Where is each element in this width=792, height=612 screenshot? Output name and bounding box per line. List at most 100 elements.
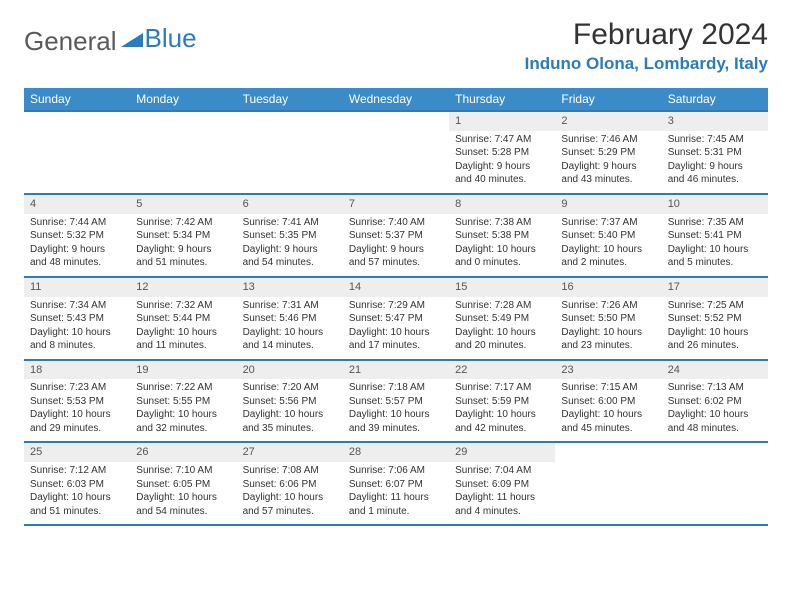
- day-number: 20: [237, 361, 343, 380]
- day-line: and 1 minute.: [349, 505, 443, 519]
- day-content: Sunrise: 7:13 AMSunset: 6:02 PMDaylight:…: [662, 379, 768, 441]
- day-line: Sunrise: 7:44 AM: [30, 216, 124, 230]
- weekday-header: Saturday: [662, 88, 768, 110]
- day-line: Sunrise: 7:37 AM: [561, 216, 655, 230]
- day-line: Sunset: 5:43 PM: [30, 312, 124, 326]
- week-row: 25Sunrise: 7:12 AMSunset: 6:03 PMDayligh…: [24, 443, 768, 526]
- day-line: Daylight: 10 hours: [349, 408, 443, 422]
- day-line: Daylight: 10 hours: [349, 326, 443, 340]
- day-cell: 8Sunrise: 7:38 AMSunset: 5:38 PMDaylight…: [449, 195, 555, 276]
- day-line: Daylight: 10 hours: [455, 408, 549, 422]
- logo-text-general: General: [24, 26, 117, 57]
- day-line: Daylight: 9 hours: [455, 160, 549, 174]
- day-line: Sunrise: 7:17 AM: [455, 381, 549, 395]
- day-cell: 12Sunrise: 7:32 AMSunset: 5:44 PMDayligh…: [130, 278, 236, 359]
- day-line: Daylight: 9 hours: [349, 243, 443, 257]
- day-number: 6: [237, 195, 343, 214]
- day-number: 22: [449, 361, 555, 380]
- day-line: and 17 minutes.: [349, 339, 443, 353]
- day-number: 16: [555, 278, 661, 297]
- day-line: Daylight: 9 hours: [243, 243, 337, 257]
- logo-triangle-icon: [121, 31, 143, 52]
- day-line: Sunrise: 7:47 AM: [455, 133, 549, 147]
- day-line: and 39 minutes.: [349, 422, 443, 436]
- day-content: Sunrise: 7:35 AMSunset: 5:41 PMDaylight:…: [662, 214, 768, 276]
- day-line: Sunset: 6:02 PM: [668, 395, 762, 409]
- weekday-header-row: SundayMondayTuesdayWednesdayThursdayFrid…: [24, 88, 768, 112]
- day-number: 5: [130, 195, 236, 214]
- day-content: Sunrise: 7:46 AMSunset: 5:29 PMDaylight:…: [555, 131, 661, 193]
- month-title: February 2024: [525, 18, 768, 52]
- day-line: and 29 minutes.: [30, 422, 124, 436]
- day-line: Sunset: 5:37 PM: [349, 229, 443, 243]
- week-row: 11Sunrise: 7:34 AMSunset: 5:43 PMDayligh…: [24, 278, 768, 361]
- day-line: Sunset: 5:35 PM: [243, 229, 337, 243]
- day-line: Sunset: 5:47 PM: [349, 312, 443, 326]
- day-number: 21: [343, 361, 449, 380]
- empty-day: [555, 443, 661, 524]
- day-line: and 35 minutes.: [243, 422, 337, 436]
- day-line: Sunset: 6:00 PM: [561, 395, 655, 409]
- day-line: and 57 minutes.: [243, 505, 337, 519]
- day-line: Daylight: 10 hours: [30, 326, 124, 340]
- empty-day: [237, 112, 343, 193]
- day-line: Sunset: 5:34 PM: [136, 229, 230, 243]
- day-content: Sunrise: 7:22 AMSunset: 5:55 PMDaylight:…: [130, 379, 236, 441]
- day-number: 12: [130, 278, 236, 297]
- day-line: Sunrise: 7:20 AM: [243, 381, 337, 395]
- day-line: Sunrise: 7:29 AM: [349, 299, 443, 313]
- day-line: Daylight: 10 hours: [243, 408, 337, 422]
- weekday-header: Thursday: [449, 88, 555, 110]
- day-line: Sunset: 5:38 PM: [455, 229, 549, 243]
- day-line: Sunset: 6:06 PM: [243, 478, 337, 492]
- day-line: Daylight: 10 hours: [30, 408, 124, 422]
- day-content: Sunrise: 7:34 AMSunset: 5:43 PMDaylight:…: [24, 297, 130, 359]
- day-line: and 4 minutes.: [455, 505, 549, 519]
- day-line: Sunrise: 7:10 AM: [136, 464, 230, 478]
- day-line: Daylight: 10 hours: [30, 491, 124, 505]
- day-line: Sunrise: 7:40 AM: [349, 216, 443, 230]
- day-cell: 19Sunrise: 7:22 AMSunset: 5:55 PMDayligh…: [130, 361, 236, 442]
- day-line: Daylight: 10 hours: [561, 243, 655, 257]
- day-line: Sunrise: 7:32 AM: [136, 299, 230, 313]
- day-content: Sunrise: 7:23 AMSunset: 5:53 PMDaylight:…: [24, 379, 130, 441]
- day-cell: 20Sunrise: 7:20 AMSunset: 5:56 PMDayligh…: [237, 361, 343, 442]
- day-line: and 54 minutes.: [243, 256, 337, 270]
- weekday-header: Wednesday: [343, 88, 449, 110]
- day-line: Sunset: 5:56 PM: [243, 395, 337, 409]
- day-content: Sunrise: 7:42 AMSunset: 5:34 PMDaylight:…: [130, 214, 236, 276]
- day-cell: 18Sunrise: 7:23 AMSunset: 5:53 PMDayligh…: [24, 361, 130, 442]
- day-content: Sunrise: 7:26 AMSunset: 5:50 PMDaylight:…: [555, 297, 661, 359]
- day-line: Sunrise: 7:31 AM: [243, 299, 337, 313]
- day-number: 23: [555, 361, 661, 380]
- day-content: Sunrise: 7:17 AMSunset: 5:59 PMDaylight:…: [449, 379, 555, 441]
- day-content: Sunrise: 7:15 AMSunset: 6:00 PMDaylight:…: [555, 379, 661, 441]
- day-line: Sunrise: 7:28 AM: [455, 299, 549, 313]
- day-cell: 23Sunrise: 7:15 AMSunset: 6:00 PMDayligh…: [555, 361, 661, 442]
- day-cell: 6Sunrise: 7:41 AMSunset: 5:35 PMDaylight…: [237, 195, 343, 276]
- day-number: 1: [449, 112, 555, 131]
- day-line: Sunrise: 7:18 AM: [349, 381, 443, 395]
- week-row: 4Sunrise: 7:44 AMSunset: 5:32 PMDaylight…: [24, 195, 768, 278]
- day-line: and 51 minutes.: [136, 256, 230, 270]
- day-cell: 27Sunrise: 7:08 AMSunset: 6:06 PMDayligh…: [237, 443, 343, 524]
- day-line: Sunrise: 7:13 AM: [668, 381, 762, 395]
- day-line: Daylight: 9 hours: [668, 160, 762, 174]
- day-line: Sunrise: 7:12 AM: [30, 464, 124, 478]
- day-line: and 26 minutes.: [668, 339, 762, 353]
- day-cell: 15Sunrise: 7:28 AMSunset: 5:49 PMDayligh…: [449, 278, 555, 359]
- day-cell: 24Sunrise: 7:13 AMSunset: 6:02 PMDayligh…: [662, 361, 768, 442]
- day-line: Sunset: 5:44 PM: [136, 312, 230, 326]
- day-line: Sunrise: 7:38 AM: [455, 216, 549, 230]
- day-line: Sunrise: 7:25 AM: [668, 299, 762, 313]
- day-line: Sunrise: 7:35 AM: [668, 216, 762, 230]
- day-line: and 46 minutes.: [668, 173, 762, 187]
- weekday-header: Monday: [130, 88, 236, 110]
- weekday-header: Sunday: [24, 88, 130, 110]
- day-content: Sunrise: 7:12 AMSunset: 6:03 PMDaylight:…: [24, 462, 130, 524]
- day-line: and 23 minutes.: [561, 339, 655, 353]
- weekday-header: Friday: [555, 88, 661, 110]
- weekday-header: Tuesday: [237, 88, 343, 110]
- day-content: Sunrise: 7:06 AMSunset: 6:07 PMDaylight:…: [343, 462, 449, 524]
- location: Induno Olona, Lombardy, Italy: [525, 54, 768, 74]
